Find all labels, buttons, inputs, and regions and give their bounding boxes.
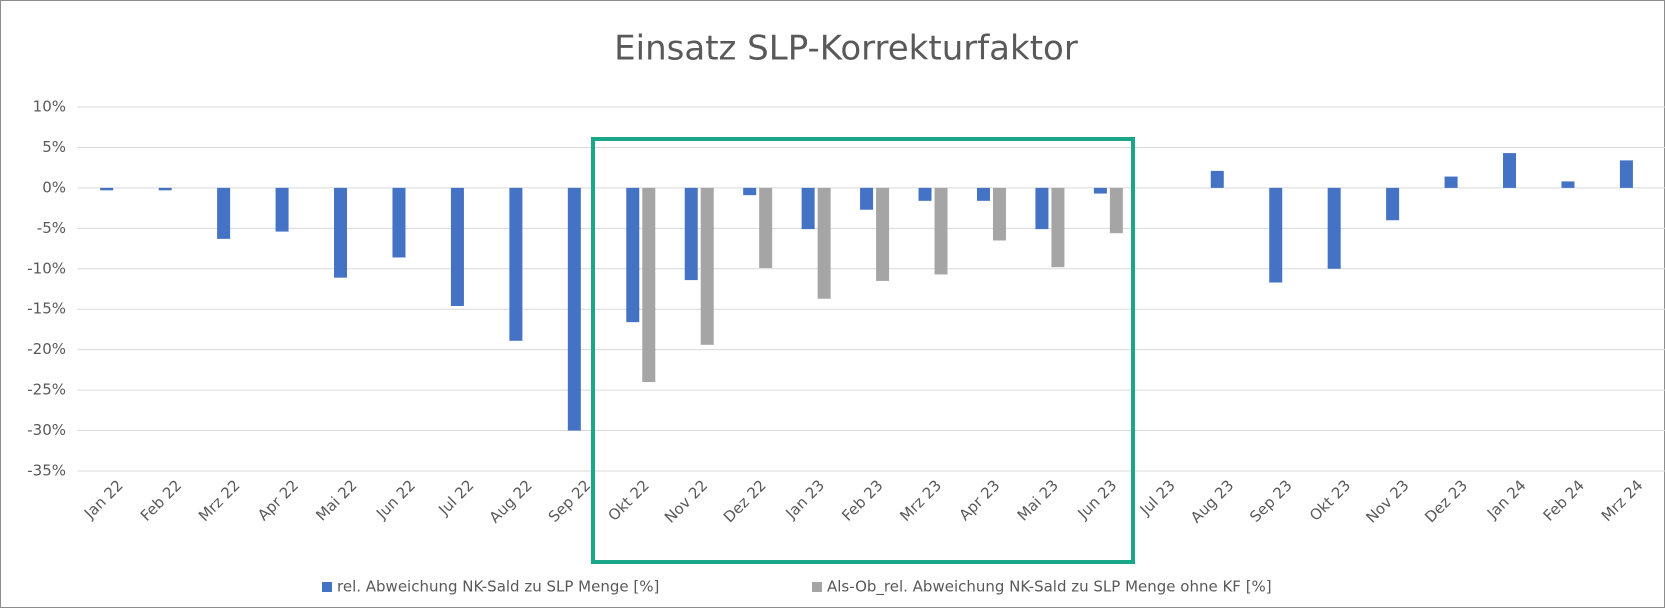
y-tick-label: -35%	[27, 462, 66, 480]
legend-label: rel. Abweichung NK-Sald zu SLP Menge [%]	[337, 578, 659, 596]
bar	[275, 187, 289, 232]
bar	[759, 187, 773, 268]
bar	[1386, 187, 1400, 221]
y-tick-label: 0%	[42, 178, 66, 196]
highlight-box	[591, 137, 1135, 564]
y-tick-label: -30%	[27, 421, 66, 439]
bar	[1051, 187, 1065, 268]
bar	[334, 187, 348, 278]
bar	[626, 187, 640, 323]
legend-swatch	[322, 582, 332, 592]
bar	[509, 187, 523, 341]
bars	[100, 153, 1633, 431]
bar	[700, 187, 714, 345]
bar	[817, 187, 831, 299]
bar	[450, 187, 464, 306]
bar	[976, 187, 990, 201]
bar	[860, 187, 874, 210]
bar	[567, 187, 581, 431]
legend-label: Als-Ob_rel. Abweichung NK-Sald zu SLP Me…	[827, 578, 1272, 597]
bar	[934, 187, 948, 275]
bar	[1210, 170, 1224, 188]
bar	[684, 187, 698, 281]
bar	[1035, 187, 1049, 230]
bar	[1444, 176, 1458, 188]
bar	[392, 187, 406, 258]
bar	[100, 187, 114, 191]
bar	[876, 187, 890, 281]
bar	[1619, 160, 1633, 188]
y-tick-label: 10%	[33, 98, 66, 116]
y-tick-label: -10%	[27, 259, 66, 277]
y-tick-label: -25%	[27, 381, 66, 399]
bar	[743, 187, 757, 196]
bar	[1269, 187, 1283, 283]
y-tick-label: -20%	[27, 340, 66, 358]
bar	[1503, 153, 1517, 188]
bar	[1561, 181, 1575, 188]
bar	[158, 187, 172, 191]
bar	[1093, 187, 1107, 194]
chart-title: Einsatz SLP-Korrekturfaktor	[614, 29, 1078, 69]
bar	[1327, 187, 1341, 269]
bar	[918, 187, 932, 201]
legend: rel. Abweichung NK-Sald zu SLP Menge [%]…	[322, 578, 1272, 597]
bar	[642, 187, 656, 383]
bar	[801, 187, 815, 230]
y-tick-label: 5%	[42, 138, 66, 156]
y-tick-label: -15%	[27, 300, 66, 318]
legend-swatch	[812, 582, 822, 592]
bar	[992, 187, 1006, 241]
y-tick-label: -5%	[37, 219, 66, 237]
bar	[1109, 187, 1123, 234]
bar	[217, 187, 231, 239]
